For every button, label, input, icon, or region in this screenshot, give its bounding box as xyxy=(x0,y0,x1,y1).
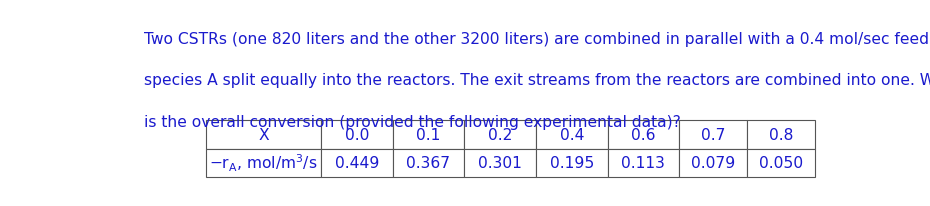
Text: 0.050: 0.050 xyxy=(759,156,804,170)
Text: 0.079: 0.079 xyxy=(691,156,736,170)
Bar xyxy=(464,121,536,149)
Text: 0.2: 0.2 xyxy=(488,127,512,142)
Text: 0.301: 0.301 xyxy=(478,156,522,170)
Bar xyxy=(748,149,816,177)
Bar xyxy=(536,149,607,177)
Bar xyxy=(679,149,748,177)
Text: 0.4: 0.4 xyxy=(560,127,584,142)
Bar xyxy=(392,121,464,149)
Bar xyxy=(321,121,392,149)
Text: 0.367: 0.367 xyxy=(406,156,450,170)
Text: 0.195: 0.195 xyxy=(550,156,594,170)
Text: 0.6: 0.6 xyxy=(631,127,656,142)
Text: X: X xyxy=(259,127,269,142)
Bar xyxy=(321,149,392,177)
Bar xyxy=(206,121,321,149)
Text: 0.113: 0.113 xyxy=(621,156,665,170)
Bar xyxy=(607,149,679,177)
Bar xyxy=(206,149,321,177)
Text: 0.1: 0.1 xyxy=(417,127,441,142)
Bar xyxy=(748,121,816,149)
Text: 0.449: 0.449 xyxy=(335,156,379,170)
Text: $\mathregular{-r_A}$, mol/m$\mathregular{^3}$/s: $\mathregular{-r_A}$, mol/m$\mathregular… xyxy=(209,152,318,174)
Bar xyxy=(536,121,607,149)
Text: 0.0: 0.0 xyxy=(345,127,369,142)
Text: is the overall conversion (provided the following experimental data)?: is the overall conversion (provided the … xyxy=(143,114,681,129)
Bar xyxy=(679,121,748,149)
Bar xyxy=(464,149,536,177)
Text: species A split equally into the reactors. The exit streams from the reactors ar: species A split equally into the reactor… xyxy=(143,73,930,88)
Bar xyxy=(392,149,464,177)
Text: 0.7: 0.7 xyxy=(701,127,725,142)
Text: Two CSTRs (one 820 liters and the other 3200 liters) are combined in parallel wi: Two CSTRs (one 820 liters and the other … xyxy=(143,32,930,47)
Bar xyxy=(607,121,679,149)
Text: 0.8: 0.8 xyxy=(769,127,793,142)
